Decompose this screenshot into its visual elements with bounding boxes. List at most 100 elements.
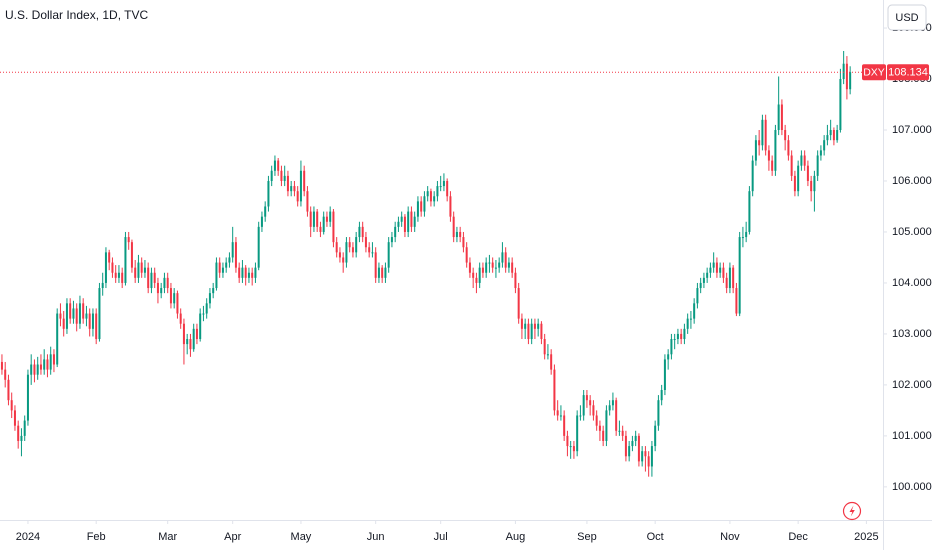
candle-body [751, 160, 754, 192]
candle-body [342, 257, 345, 263]
candles [0, 50, 852, 477]
candle-body [836, 130, 839, 141]
candle-body [650, 446, 653, 467]
candle-body [761, 119, 764, 146]
x-tick-label: Apr [224, 531, 241, 543]
candle-body [676, 333, 679, 340]
candle-body [95, 313, 98, 340]
candle-body [680, 333, 683, 340]
candle-body [494, 267, 497, 269]
candle-body [338, 252, 341, 258]
candle-body [325, 216, 328, 222]
candle-body [468, 262, 471, 273]
candle-body [530, 323, 533, 340]
candle-body [273, 160, 276, 171]
y-tick-label: 101.000 [892, 430, 932, 442]
candle-body [787, 140, 790, 156]
candle-body [829, 130, 832, 136]
candle-body [673, 339, 676, 341]
alert-bolt[interactable] [849, 505, 855, 517]
x-tick-label: Feb [87, 531, 106, 543]
candle-body [195, 328, 198, 340]
candle-body [410, 211, 413, 227]
candle-body [309, 211, 312, 227]
alert-icon[interactable] [842, 501, 862, 521]
x-tick-label: Sep [577, 531, 597, 543]
candle-body [504, 252, 507, 268]
y-tick-label: 107.000 [892, 124, 932, 136]
candle-body [797, 165, 800, 192]
candle-body [225, 262, 228, 268]
candle-body [387, 242, 390, 268]
candle-body [384, 267, 387, 278]
x-tick-label: May [291, 531, 312, 543]
candle-body [748, 191, 751, 232]
candle-body [553, 369, 556, 411]
candle-body [628, 446, 631, 457]
candle-body [745, 231, 748, 238]
candle-body [689, 318, 692, 320]
candle-body [452, 216, 455, 238]
candle-body [732, 267, 735, 289]
candle-body [624, 435, 627, 457]
candle-body [439, 186, 442, 188]
candle-body [777, 104, 780, 130]
x-tick-label: 2025 [854, 531, 878, 543]
candle-body [134, 267, 137, 278]
candle-body [537, 323, 540, 329]
candle-body [725, 277, 728, 289]
currency-label[interactable]: USD [895, 12, 918, 24]
candle-body [598, 425, 601, 431]
candle-body [543, 339, 546, 355]
x-tick-label: Jul [434, 531, 448, 543]
candle-body [169, 288, 172, 304]
candle-body [793, 175, 796, 192]
candle-body [722, 267, 725, 278]
candle-body [303, 170, 306, 192]
candle-body [17, 425, 20, 441]
candle-body [26, 374, 29, 421]
candle-body [514, 272, 517, 289]
candle-body [329, 211, 332, 222]
candle-body [293, 186, 296, 192]
candle-body [335, 242, 338, 253]
candle-body [657, 400, 660, 426]
candle-body [436, 186, 439, 197]
candle-body [296, 191, 299, 202]
candle-body [234, 242, 237, 268]
candle-body [810, 180, 813, 192]
candle-body [546, 354, 549, 356]
candle-body [511, 262, 514, 273]
currency-button[interactable] [887, 4, 927, 31]
candle-body [82, 303, 85, 319]
candle-body [62, 318, 65, 329]
candle-body [202, 313, 205, 315]
candle-body [429, 191, 432, 202]
symbol-tag [862, 64, 886, 81]
candle-body [585, 395, 588, 401]
candle-body [351, 247, 354, 253]
candle-body [160, 288, 163, 294]
candle-body [52, 354, 55, 365]
candle-body [179, 313, 182, 324]
candle-body [49, 354, 52, 370]
candle-body [559, 415, 562, 417]
x-tick-label: Nov [720, 531, 740, 543]
candle-body [839, 79, 842, 130]
candle-body [576, 415, 579, 452]
candle-body [501, 252, 504, 263]
candle-body [238, 267, 241, 278]
candle-body [306, 191, 309, 212]
y-tick-label: 105.000 [892, 226, 932, 238]
candle-body [371, 252, 374, 254]
candle-body [228, 257, 231, 263]
candle-body [88, 313, 91, 329]
candle-body [355, 237, 358, 253]
candle-body [33, 364, 36, 375]
candle-body [686, 318, 689, 329]
candle-body [803, 155, 806, 166]
candle-body [738, 237, 741, 314]
candle-body [524, 323, 527, 329]
candle-body [741, 237, 744, 239]
